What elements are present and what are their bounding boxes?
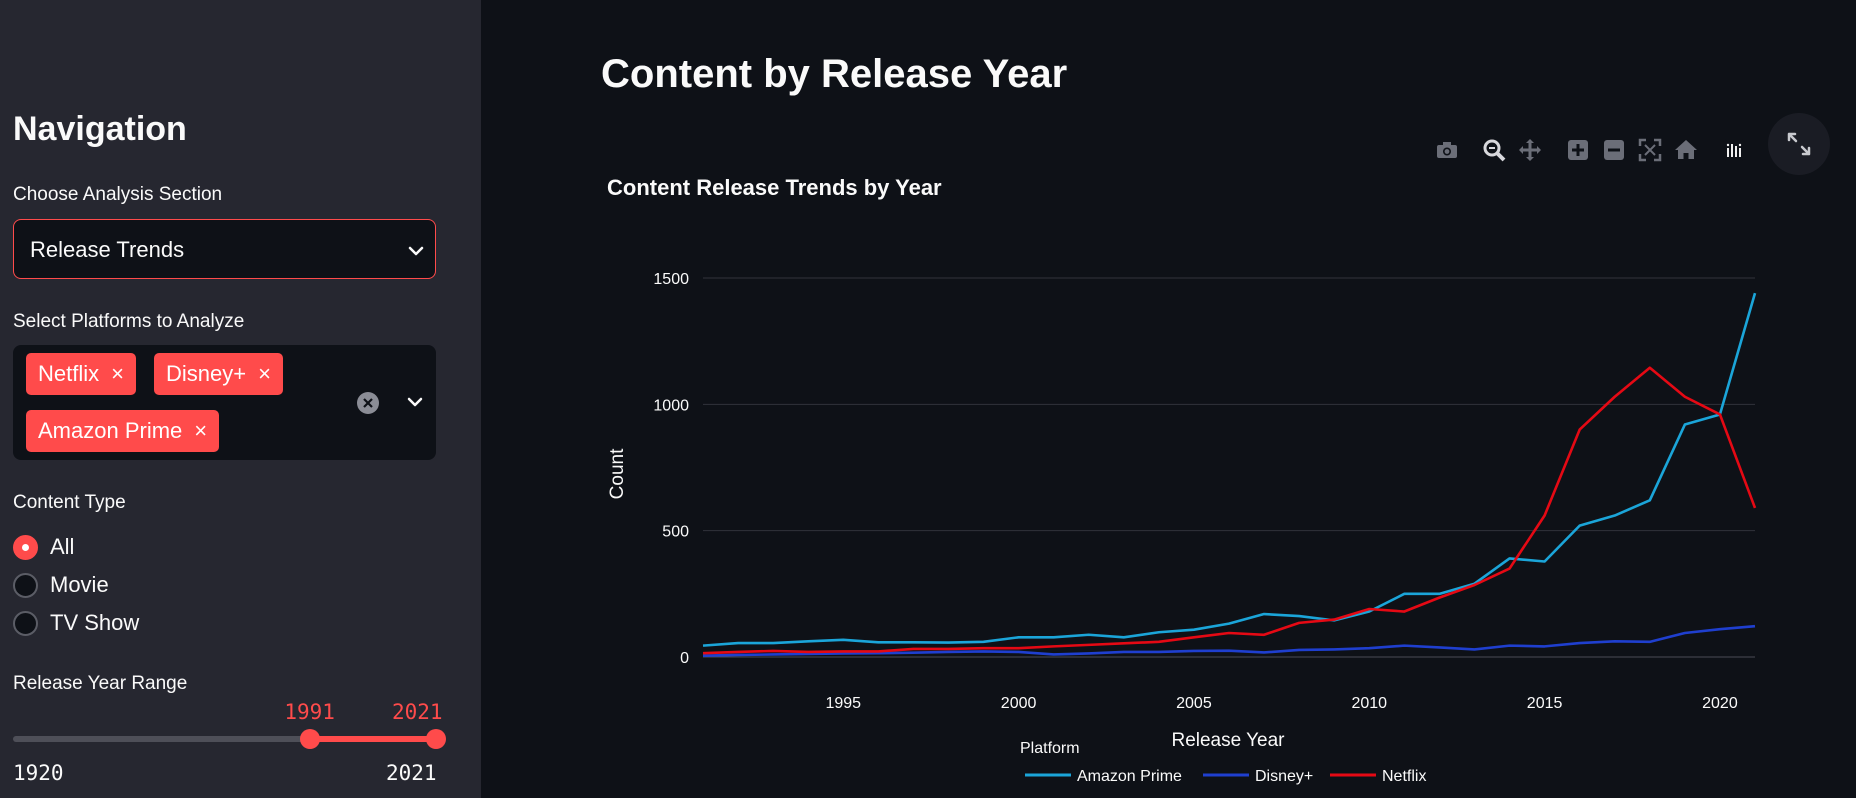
platforms-multiselect[interactable]: Netflix × Disney+ × Amazon Prime × xyxy=(13,345,436,460)
y-tick-label: 1000 xyxy=(653,397,689,414)
fullscreen-button[interactable] xyxy=(1768,113,1830,175)
year-range-label: Release Year Range xyxy=(13,673,188,694)
slider-high-handle[interactable] xyxy=(426,729,446,749)
y-tick-label: 500 xyxy=(662,524,689,541)
x-tick-label: 2000 xyxy=(1001,695,1037,712)
platform-tag-amazon-prime: Amazon Prime × xyxy=(26,410,220,452)
x-tick-label: 2020 xyxy=(1702,695,1738,712)
x-tick-label: 2015 xyxy=(1527,695,1563,712)
chevron-down-icon xyxy=(408,246,424,256)
platform-tag-label: Disney+ xyxy=(166,361,247,386)
y-tick-label: 1500 xyxy=(653,271,689,288)
fullscreen-icon xyxy=(1787,132,1811,156)
analysis-section-select[interactable]: Release Trends xyxy=(13,219,436,279)
zoom-in-icon[interactable] xyxy=(1565,137,1591,163)
year-range-slider-track[interactable] xyxy=(13,736,436,742)
y-tick-label: 0 xyxy=(680,650,689,667)
radio-movie[interactable]: Movie xyxy=(13,572,109,598)
radio-unselected-icon xyxy=(13,572,38,598)
x-tick-label: 2005 xyxy=(1176,695,1212,712)
legend-label: Disney+ xyxy=(1255,768,1313,785)
platform-tag-disney: Disney+ × xyxy=(154,353,283,395)
sidebar: Navigation Choose Analysis Section Relea… xyxy=(0,0,481,798)
analysis-section-value: Release Trends xyxy=(30,237,185,262)
radio-unselected-icon xyxy=(13,610,38,636)
x-tick-label: 2010 xyxy=(1351,695,1387,712)
slider-high-value: 2021 xyxy=(392,700,443,724)
radio-all[interactable]: All xyxy=(13,534,74,560)
legend-label: Netflix xyxy=(1382,768,1426,785)
radio-label: Movie xyxy=(50,572,109,597)
platform-tag-netflix: Netflix × xyxy=(26,353,136,395)
radio-label: All xyxy=(50,534,75,559)
zoom-out-icon[interactable] xyxy=(1601,137,1627,163)
radio-tv-show[interactable]: TV Show xyxy=(13,610,139,636)
platform-tag-label: Amazon Prime xyxy=(38,418,183,443)
legend-title: Platform xyxy=(1020,740,1080,757)
series-line-netflix xyxy=(702,366,1757,655)
slider-low-value: 1991 xyxy=(284,700,335,724)
remove-tag-icon[interactable]: × xyxy=(258,361,271,386)
clear-all-icon[interactable] xyxy=(357,392,379,414)
slider-min-label: 1920 xyxy=(13,761,64,785)
remove-tag-icon[interactable]: × xyxy=(111,361,124,386)
platform-tag-label: Netflix xyxy=(38,361,100,386)
year-range-slider-fill xyxy=(310,736,436,742)
page-title: Content by Release Year xyxy=(601,52,1068,96)
analysis-section-label: Choose Analysis Section xyxy=(13,184,223,205)
chart-title: Content Release Trends by Year xyxy=(607,175,942,200)
y-axis-label: Count xyxy=(607,448,628,499)
remove-tag-icon[interactable]: × xyxy=(194,418,208,443)
legend-label: Amazon Prime xyxy=(1077,768,1182,785)
x-axis-label: Release Year xyxy=(1171,730,1285,751)
zoom-icon[interactable] xyxy=(1481,137,1507,163)
x-tick-label: 1995 xyxy=(825,695,861,712)
platforms-label: Select Platforms to Analyze xyxy=(13,311,245,332)
radio-label: TV Show xyxy=(50,610,140,635)
sidebar-title: Navigation xyxy=(13,110,187,148)
series-line-amazon-prime xyxy=(702,292,1757,647)
slider-max-label: 2021 xyxy=(386,761,437,785)
slider-low-handle[interactable] xyxy=(300,729,321,749)
autoscale-icon[interactable] xyxy=(1637,137,1663,163)
radio-selected-icon xyxy=(13,534,38,560)
content-type-label: Content Type xyxy=(13,492,126,513)
pan-icon[interactable] xyxy=(1517,137,1543,163)
camera-icon[interactable] xyxy=(1434,137,1460,163)
plotly-logo-icon[interactable] xyxy=(1721,137,1747,163)
series-line-disney xyxy=(702,624,1756,658)
chevron-down-icon[interactable] xyxy=(405,395,425,409)
home-icon[interactable] xyxy=(1673,137,1699,163)
